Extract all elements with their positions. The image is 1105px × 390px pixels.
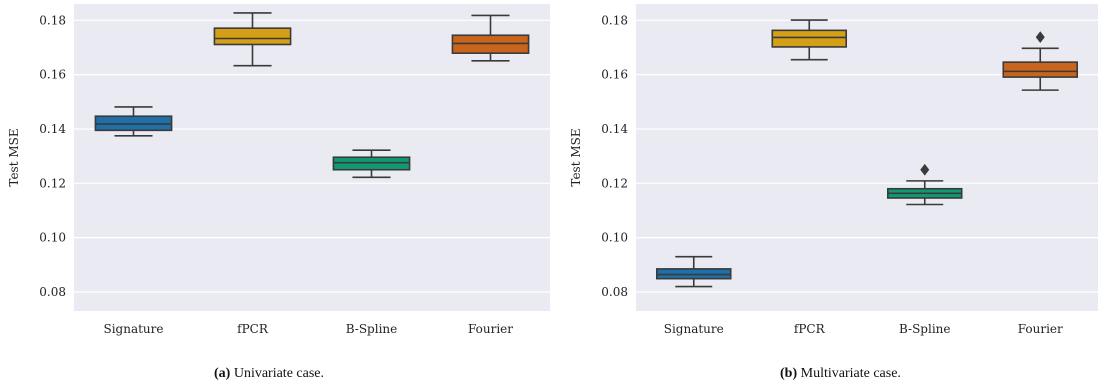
x-tick-label: Signature [103, 322, 163, 336]
outlier-marker [920, 163, 930, 176]
chart-panel-b: 0.08 0.10 0.12 0.14 0.16 0.18 Test MSE Signatur… [569, 4, 1098, 336]
x-tick-label: B-Spline [346, 322, 398, 336]
y-tick-label: 0.12 [601, 176, 628, 190]
x-tick-label: fPCR [794, 322, 826, 336]
y-tick-label: 0.18 [601, 13, 628, 27]
caption-a: (a) Univariate case. [214, 366, 324, 382]
x-tick-label: B-Spline [899, 322, 951, 336]
box-fourier [451, 14, 530, 62]
chart-panel-a: 0.08 0.10 0.12 0.14 0.16 0.18 Test MSE Signatur… [7, 4, 550, 336]
box-signature [94, 106, 173, 137]
x-tick-label: Signature [664, 322, 724, 336]
box-fpcr [213, 12, 292, 67]
box-b-spline [886, 163, 963, 206]
box-body [332, 156, 411, 171]
y-axis-label: Test MSE [7, 128, 21, 186]
caption-b-text: Multivariate case. [797, 366, 901, 381]
box-body [94, 115, 173, 132]
caption-b: (b) Multivariate case. [780, 366, 901, 382]
box-signature [655, 255, 732, 288]
box-body [655, 268, 732, 280]
x-tick-label: Fourier [468, 322, 513, 336]
x-tick-label: fPCR [237, 322, 269, 336]
y-tick-label: 0.12 [39, 176, 66, 190]
y-tick-label: 0.18 [39, 13, 66, 27]
y-tick-label: 0.10 [601, 231, 628, 245]
plot-background [636, 4, 1098, 311]
y-tick-label: 0.16 [601, 68, 628, 82]
box-body [451, 34, 530, 54]
y-tick-label: 0.14 [601, 122, 628, 136]
y-tick-label: 0.16 [39, 68, 66, 82]
box-body [1002, 61, 1079, 78]
box-fourier [1002, 31, 1079, 91]
caption-a-text: Univariate case. [230, 366, 325, 381]
box-fpcr [771, 19, 848, 61]
y-axis-label: Test MSE [569, 128, 583, 186]
y-tick-label: 0.10 [39, 231, 66, 245]
y-tick-label: 0.14 [39, 122, 66, 136]
caption-a-prefix: (a) [214, 366, 231, 381]
caption-b-prefix: (b) [780, 366, 798, 381]
x-tick-label: Fourier [1018, 322, 1063, 336]
outlier-marker [1035, 31, 1045, 43]
plot-background [74, 4, 550, 311]
y-tick-label: 0.08 [601, 285, 628, 299]
y-tick-label: 0.08 [39, 285, 66, 299]
box-b-spline [332, 149, 411, 179]
box-body [213, 27, 292, 46]
box-body [771, 29, 848, 48]
